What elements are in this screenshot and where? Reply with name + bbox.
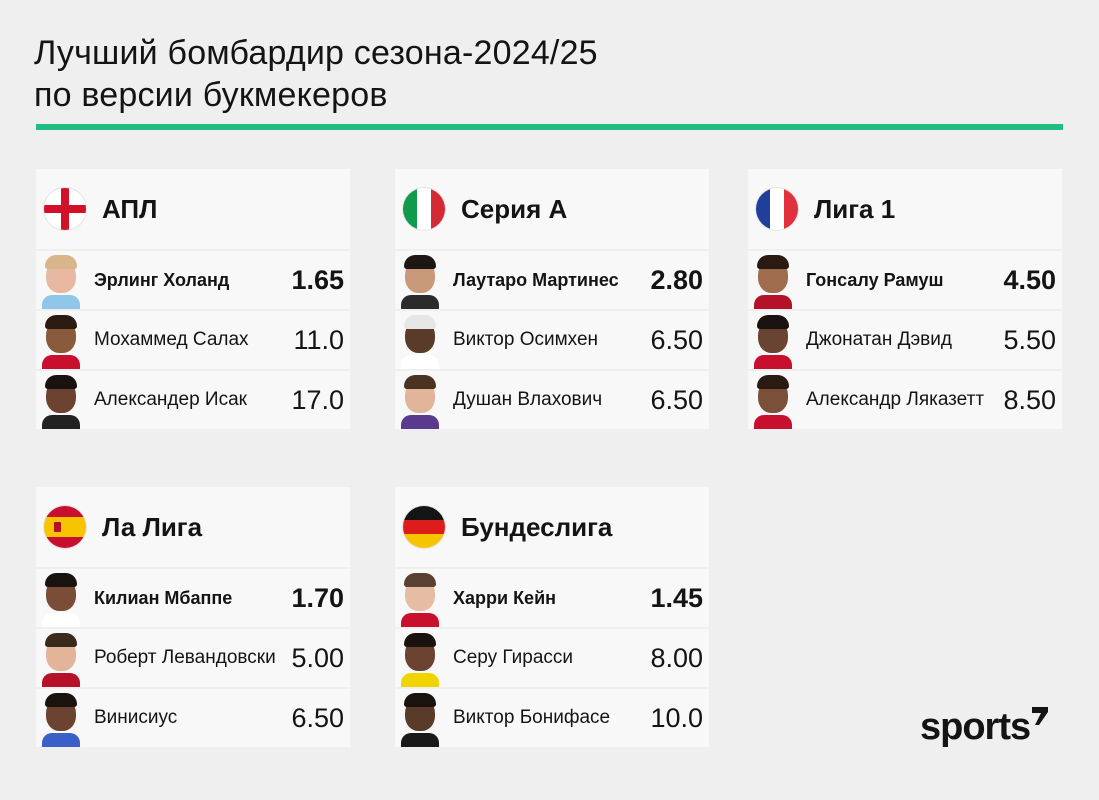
logo-mark-icon (1032, 707, 1049, 725)
player-odds: 8.00 (650, 642, 703, 673)
league-card-la-liga: Ла Лига Килиан Мбаппе 1.70 Роберт Леванд… (36, 487, 350, 747)
player-name: Винисиус (94, 707, 178, 728)
player-name: Килиан Мбаппе (94, 587, 233, 608)
league-name: Ла Лига (102, 511, 203, 542)
player-row: Мохаммед Салах 11.0 (36, 311, 350, 369)
player-odds: 1.70 (291, 582, 344, 613)
player-odds: 5.50 (1003, 324, 1056, 355)
england-flag-icon (44, 188, 86, 230)
title-line-1: Лучший бомбардир сезона-2024/25 (34, 34, 598, 72)
player-odds: 11.0 (293, 324, 344, 355)
player-row: Виктор Осимхен 6.50 (395, 311, 709, 369)
player-odds: 6.50 (650, 324, 703, 355)
player-name: Александр Ляказетт (806, 389, 985, 410)
league-card-ligue-1: Лига 1 Гонсалу Рамуш 4.50 Джонатан Дэвид… (748, 169, 1062, 429)
player-odds: 6.50 (650, 384, 703, 415)
player-photo (401, 571, 439, 627)
player-name: Виктор Бонифасе (453, 707, 611, 728)
league-card-apl: АПЛ Эрлинг Холанд 1.65 Мохаммед Салах 11… (36, 169, 350, 429)
player-photo (42, 313, 80, 369)
player-odds: 17.0 (291, 384, 344, 415)
player-odds: 2.80 (650, 264, 703, 295)
player-name: Серу Гирасси (453, 647, 574, 668)
league-name: Бундеслига (461, 511, 613, 542)
player-row: Килиан Мбаппе 1.70 (36, 569, 350, 627)
player-photo (401, 253, 439, 309)
league-header: Лига 1 (748, 169, 1062, 249)
player-row: Лаутаро Мартинес 2.80 (395, 251, 709, 309)
player-name: Лаутаро Мартинес (453, 269, 619, 290)
player-odds: 1.65 (291, 264, 344, 295)
spain-flag-icon (44, 506, 86, 548)
france-flag-icon (756, 188, 798, 230)
player-photo (42, 691, 80, 747)
player-photo (401, 313, 439, 369)
player-row: Душан Влахович 6.50 (395, 371, 709, 429)
league-card-bundesliga: Бундеслига Харри Кейн 1.45 Серу Гирасси … (395, 487, 709, 747)
player-row: Александр Ляказетт 8.50 (748, 371, 1062, 429)
player-name: Харри Кейн (453, 587, 557, 608)
league-name: Лига 1 (814, 193, 896, 224)
player-row: Харри Кейн 1.45 (395, 569, 709, 627)
player-photo (754, 373, 792, 429)
title-line-2: по версии букмекеров (34, 76, 388, 114)
player-row: Эрлинг Холанд 1.65 (36, 251, 350, 309)
player-odds: 1.45 (650, 582, 703, 613)
player-photo (42, 631, 80, 687)
player-odds: 8.50 (1003, 384, 1056, 415)
germany-flag-icon (403, 506, 445, 548)
player-odds: 4.50 (1003, 264, 1056, 295)
player-name: Мохаммед Салах (94, 329, 249, 350)
player-name: Роберт Левандовски (94, 647, 276, 668)
player-name: Виктор Осимхен (453, 329, 599, 350)
league-card-serie-a: Серия А Лаутаро Мартинес 2.80 Виктор Оси… (395, 169, 709, 429)
player-photo (42, 373, 80, 429)
player-row: Александер Исак 17.0 (36, 371, 350, 429)
league-name: Серия А (461, 193, 568, 224)
player-odds: 6.50 (291, 702, 344, 733)
player-photo (401, 691, 439, 747)
league-header: Серия А (395, 169, 709, 249)
sports-logo: sports (920, 706, 1049, 749)
player-name: Гонсалу Рамуш (806, 269, 944, 290)
player-row: Джонатан Дэвид 5.50 (748, 311, 1062, 369)
player-photo (42, 571, 80, 627)
league-header: Бундеслига (395, 487, 709, 567)
player-row: Серу Гирасси 8.00 (395, 629, 709, 687)
page-title: Лучший бомбардир сезона-2024/25 по верси… (34, 32, 598, 116)
player-name: Душан Влахович (453, 389, 603, 410)
player-photo (401, 631, 439, 687)
league-header: АПЛ (36, 169, 350, 249)
player-odds: 5.00 (291, 642, 344, 673)
accent-divider (36, 124, 1063, 130)
player-row: Винисиус 6.50 (36, 689, 350, 747)
player-row: Виктор Бонифасе 10.0 (395, 689, 709, 747)
player-row: Роберт Левандовски 5.00 (36, 629, 350, 687)
player-name: Эрлинг Холанд (94, 269, 230, 290)
player-name: Джонатан Дэвид (806, 329, 952, 350)
player-odds: 10.0 (650, 702, 703, 733)
italy-flag-icon (403, 188, 445, 230)
player-photo (754, 313, 792, 369)
logo-text: sports (920, 706, 1031, 748)
league-header: Ла Лига (36, 487, 350, 567)
player-photo (401, 373, 439, 429)
league-name: АПЛ (102, 193, 158, 224)
player-photo (42, 253, 80, 309)
player-photo (754, 253, 792, 309)
player-name: Александер Исак (94, 389, 247, 410)
player-row: Гонсалу Рамуш 4.50 (748, 251, 1062, 309)
